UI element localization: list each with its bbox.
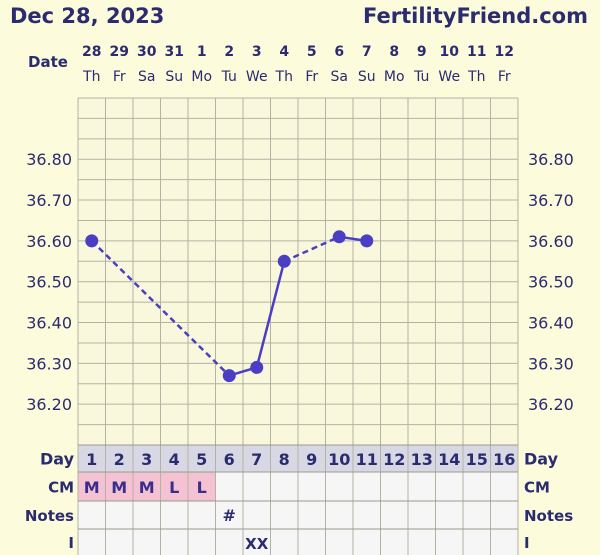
cm-code: L (197, 478, 207, 497)
temperature-line-segment (90, 239, 231, 377)
date-tick-label: 6 (334, 44, 344, 60)
day-number: 3 (141, 450, 152, 469)
weekday-tick-label: Su (358, 69, 376, 85)
weekday-tick-label: Mo (191, 69, 212, 85)
weekday-tick-label: Th (82, 69, 100, 85)
day-number: 5 (196, 450, 207, 469)
weekday-tick-label: Su (165, 69, 183, 85)
date-tick-label: 7 (362, 44, 372, 60)
date-tick-label: 12 (495, 44, 514, 60)
date-tick-label: 30 (137, 44, 157, 60)
date-tick-label: 28 (82, 44, 101, 60)
day-number: 12 (383, 450, 405, 469)
weekday-tick-label: Tu (221, 69, 237, 85)
day-number: 10 (328, 450, 350, 469)
temperature-line-segment (283, 235, 340, 263)
weekday-tick-label: We (438, 69, 460, 85)
temperature-point (277, 254, 291, 268)
date-tick-label: 3 (252, 44, 262, 60)
y-tick-label-right: 36.70 (528, 191, 574, 210)
day-row-label-right: Day (524, 450, 559, 469)
notes-row-label-right: Notes (524, 507, 573, 525)
date-tick-label: 8 (389, 44, 399, 60)
y-tick-label-left: 36.40 (26, 314, 72, 333)
cm-cell (133, 472, 161, 501)
cm-cell (105, 472, 133, 501)
cm-cell (160, 472, 188, 501)
notes-row-label-left: Notes (25, 507, 74, 525)
site-name[interactable]: FertilityFriend.com (363, 4, 588, 28)
cm-cell (188, 472, 216, 501)
y-tick-label-left: 36.60 (26, 232, 72, 251)
i-row-label-left: I (68, 534, 74, 552)
temperature-point (85, 234, 99, 248)
date-tick-label: 31 (165, 44, 184, 60)
day-number: 6 (224, 450, 235, 469)
day-number: 9 (306, 450, 317, 469)
y-tick-label-left: 36.20 (26, 395, 72, 414)
weekday-tick-label: Th (467, 69, 485, 85)
y-tick-label-right: 36.60 (528, 232, 574, 251)
cm-cell (78, 472, 106, 501)
day-number: 2 (114, 450, 125, 469)
day-number: 8 (279, 450, 290, 469)
date-tick-label: 10 (440, 44, 460, 60)
intercourse-mark: XX (245, 535, 269, 553)
cm-code: L (169, 478, 179, 497)
day-number: 13 (411, 450, 433, 469)
temperature-point (360, 234, 374, 248)
day-number: 16 (493, 450, 515, 469)
temperature-point (250, 360, 264, 374)
date-tick-label: 1 (197, 44, 207, 60)
date-tick-label: 4 (279, 44, 289, 60)
temperature-point (222, 369, 236, 383)
day-number: 1 (86, 450, 97, 469)
y-tick-label-right: 36.20 (528, 395, 574, 414)
i-row-label-right: I (524, 534, 530, 552)
y-tick-label-left: 36.50 (26, 273, 72, 292)
weekday-tick-label: Fr (305, 69, 318, 85)
weekday-tick-label: We (246, 69, 268, 85)
cm-row-label-left: CM (48, 479, 74, 497)
weekday-tick-label: Th (275, 69, 293, 85)
y-tick-label-left: 36.30 (26, 354, 72, 373)
y-tick-label-right: 36.80 (528, 150, 574, 169)
day-number: 4 (169, 450, 180, 469)
date-tick-label: 5 (307, 44, 317, 60)
weekday-tick-label: Mo (384, 69, 405, 85)
weekday-tick-label: Sa (138, 69, 155, 85)
cm-code: M (111, 478, 127, 497)
cm-code: M (84, 478, 100, 497)
day-number: 14 (438, 450, 460, 469)
date-row-label: Date (28, 53, 68, 71)
weekday-tick-label: Fr (113, 69, 126, 85)
day-row-label-left: Day (40, 450, 75, 469)
cm-row-label-right: CM (524, 479, 550, 497)
date-tick-label: 2 (224, 44, 234, 60)
cm-code: M (139, 478, 155, 497)
weekday-tick-label: Sa (331, 69, 348, 85)
date-tick-label: 9 (417, 44, 427, 60)
y-tick-label-right: 36.50 (528, 273, 574, 292)
day-number: 11 (356, 450, 378, 469)
date-tick-label: 29 (110, 44, 129, 60)
day-number: 7 (251, 450, 262, 469)
date-tick-label: 11 (467, 44, 486, 60)
weekday-tick-label: Tu (413, 69, 429, 85)
chart-start-date: Dec 28, 2023 (10, 4, 165, 28)
weekday-tick-label: Fr (498, 69, 511, 85)
y-tick-label-left: 36.70 (26, 191, 72, 210)
y-tick-label-right: 36.40 (528, 314, 574, 333)
temperature-line-segment (255, 260, 286, 368)
day-number: 15 (466, 450, 488, 469)
note-mark: # (223, 506, 236, 525)
y-tick-label-left: 36.80 (26, 150, 72, 169)
y-tick-label-right: 36.30 (528, 354, 574, 373)
temperature-point (332, 230, 346, 244)
